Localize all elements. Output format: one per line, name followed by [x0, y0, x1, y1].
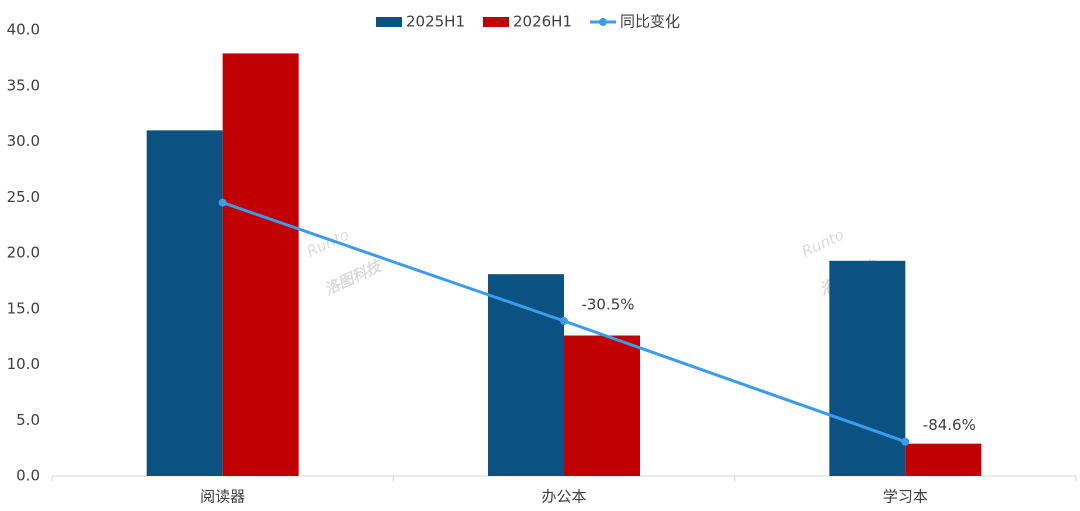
- watermark-text: Runto: [799, 226, 847, 261]
- y-tick-label: 25.0: [7, 188, 40, 206]
- bar: [829, 260, 906, 476]
- y-tick-label: 35.0: [7, 76, 40, 94]
- x-tick-label: 学习本: [883, 488, 928, 506]
- y-tick-label: 20.0: [7, 244, 40, 262]
- y-tick-label: 0.0: [16, 467, 40, 485]
- y-tick-label: 5.0: [16, 411, 40, 429]
- line-point: [901, 437, 910, 446]
- y-tick-label: 30.0: [7, 132, 40, 150]
- data-label: -84.6%: [923, 416, 976, 434]
- bar: [146, 130, 223, 476]
- x-tick-label: 办公本: [541, 488, 586, 506]
- legend-swatch: [599, 18, 607, 26]
- x-tick-label: 阅读器: [200, 488, 245, 506]
- y-tick-label: 40.0: [7, 21, 40, 39]
- watermark-text: Runto: [304, 226, 352, 261]
- y-tick-label: 10.0: [7, 355, 40, 373]
- bar: [905, 443, 982, 476]
- legend-label: 2026H1: [513, 13, 572, 31]
- line-point: [560, 317, 568, 326]
- bar: [488, 274, 564, 476]
- y-tick-label: 15.0: [7, 299, 40, 317]
- bar: [222, 53, 299, 476]
- bar: [564, 335, 640, 476]
- watermark-text: 洛图科技: [322, 256, 386, 299]
- legend-label: 同比变化: [620, 13, 680, 31]
- data-label: -30.5%: [581, 296, 634, 314]
- legend-swatch: [483, 17, 509, 27]
- legend-label: 2025H1: [406, 13, 465, 31]
- legend-swatch: [376, 17, 402, 27]
- line-point: [218, 198, 227, 207]
